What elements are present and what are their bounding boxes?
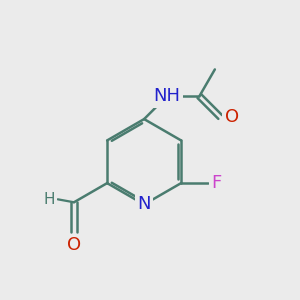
- Text: O: O: [67, 236, 81, 254]
- Text: NH: NH: [154, 87, 181, 105]
- Text: N: N: [137, 196, 151, 214]
- Text: O: O: [225, 108, 239, 126]
- Text: H: H: [43, 192, 55, 207]
- Text: F: F: [211, 174, 221, 192]
